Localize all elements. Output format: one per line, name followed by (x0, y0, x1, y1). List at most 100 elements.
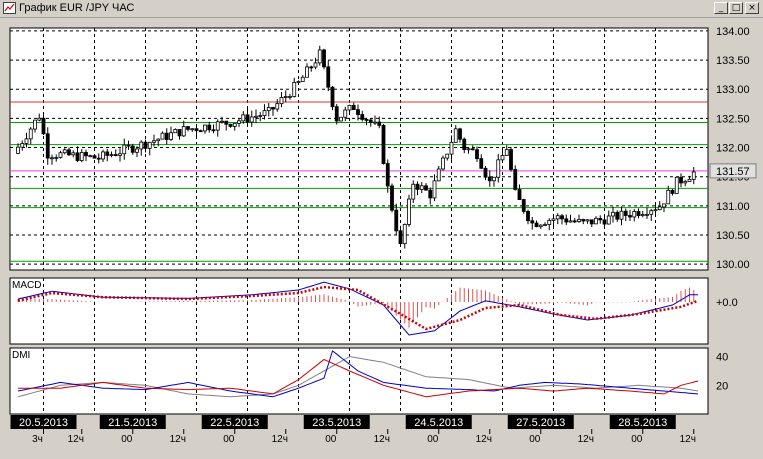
candle-body (356, 109, 360, 115)
candle-body (24, 138, 29, 144)
candle-body (674, 176, 679, 194)
candle-body (436, 168, 441, 182)
candle-body (585, 219, 590, 222)
close-button[interactable]: × (745, 2, 759, 14)
date-label: 21.5.2013 (108, 417, 157, 429)
dmi-label: DMI (12, 350, 30, 361)
dmi-minus-line (18, 358, 699, 398)
candle-body (360, 114, 365, 120)
candle-body (687, 178, 692, 182)
candle-body (258, 115, 263, 118)
candle-body (343, 109, 348, 118)
candle-body (402, 223, 407, 245)
candle-body (317, 49, 322, 64)
macd-line (17, 281, 698, 336)
candle-body (670, 189, 675, 194)
chart-canvas[interactable]: 134.00133.50133.00132.50132.00131.50131.… (0, 18, 763, 454)
date-label-box (10, 415, 77, 429)
candle-body (45, 133, 50, 159)
candle-body (500, 155, 505, 161)
candle-body (194, 128, 199, 132)
time-label: 12ч (170, 434, 186, 445)
dmi-axis-label: 40 (716, 352, 728, 364)
window-titlebar[interactable]: График EUR /JPY ЧАС _ □ × (0, 0, 763, 18)
macd-histogram (17, 287, 695, 328)
candle-body (126, 144, 131, 147)
candle-body (415, 183, 420, 190)
price-axis-label: 133.00 (716, 84, 750, 96)
candle-body (169, 132, 173, 140)
last-price-label: 131.57 (716, 166, 750, 178)
candles (16, 45, 696, 249)
grid-lines (10, 28, 708, 414)
candle-body (334, 106, 339, 122)
candle-body (113, 154, 118, 156)
candle-body (305, 66, 309, 78)
candle-body (551, 218, 556, 221)
date-label-box (99, 415, 166, 429)
candle-body (118, 153, 122, 156)
macd-pane (9, 277, 709, 345)
candle-body (390, 185, 394, 211)
candle-body (385, 163, 390, 187)
price-axis-label: 132.00 (716, 143, 750, 155)
dmi-adx-line (17, 356, 699, 398)
date-label: 23.5.2013 (312, 417, 361, 429)
candle-body (313, 62, 318, 68)
candle-body (139, 141, 144, 150)
macd-label: MACD (12, 280, 41, 291)
candle-body (215, 121, 220, 131)
chart-app-icon (3, 2, 16, 14)
candle-body (568, 220, 573, 223)
candle-body (254, 115, 258, 118)
candle-body (147, 141, 152, 149)
candle-body (177, 129, 182, 137)
candle-body (487, 176, 492, 182)
candle-body (232, 122, 237, 127)
candle-body (58, 152, 63, 158)
candle-body (198, 130, 203, 133)
candle-body (309, 66, 314, 69)
candle-body (283, 96, 288, 98)
candle-body (220, 120, 224, 123)
time-label: 00 (529, 434, 541, 445)
candle-body (109, 154, 114, 156)
minimize-button[interactable]: _ (714, 2, 728, 14)
price-axis-label: 132.50 (716, 113, 750, 125)
candle-body (602, 219, 607, 225)
candle-body (628, 215, 632, 218)
date-label: 24.5.2013 (414, 417, 463, 429)
time-label: 12ч (476, 434, 492, 445)
candle-body (262, 110, 267, 117)
candle-body (538, 224, 543, 228)
date-label-box (201, 415, 268, 429)
candle-body (598, 217, 603, 221)
candle-body (398, 230, 403, 245)
maximize-button[interactable]: □ (729, 2, 743, 14)
time-label: 12ч (680, 434, 696, 445)
candle-body (611, 211, 615, 217)
candle-body (424, 185, 428, 191)
candle-body (683, 181, 688, 184)
candle-body (419, 185, 424, 190)
candle-body (101, 151, 105, 160)
time-label: 00 (121, 434, 133, 445)
candle-body (186, 126, 190, 130)
candle-body (466, 148, 471, 151)
candle-body (190, 128, 195, 131)
window-title: График EUR /JPY ЧАС (19, 2, 135, 14)
candle-body (636, 211, 641, 217)
candle-body (105, 151, 110, 156)
candle-body (84, 152, 88, 157)
candle-body (122, 144, 127, 155)
candle-body (453, 128, 458, 143)
candle-body (41, 117, 46, 135)
candle-body (662, 203, 666, 208)
candle-body (54, 157, 59, 159)
candle-body (619, 210, 624, 220)
candle-body (373, 121, 377, 124)
chart-area[interactable]: 134.00133.50133.00132.50132.00131.50131.… (0, 18, 763, 454)
candle-body (645, 213, 649, 216)
date-label: 20.5.2013 (19, 417, 68, 429)
candle-body (245, 114, 250, 123)
